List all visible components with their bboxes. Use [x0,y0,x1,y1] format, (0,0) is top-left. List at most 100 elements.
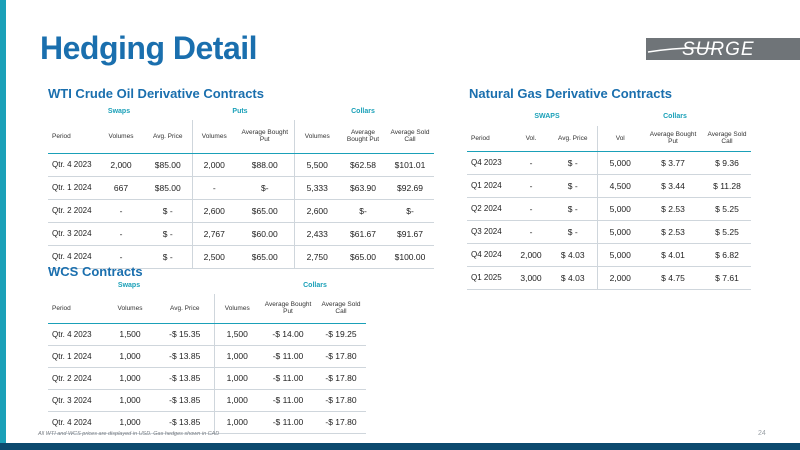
ng-table-cell: $ 4.03 [549,243,597,267]
ng-header-collar-avg-bought-put: Average Bought Put [643,126,703,152]
wti-table-cell: 5,500 [293,153,340,177]
accent-side-bar [0,0,6,450]
wti-table-cell: $63.90 [340,176,386,200]
wti-header-collar-avg-sold-call: Average Sold Call [386,120,434,154]
wti-table-cell: Qtr. 1 2024 [48,176,98,200]
wcs-table-row: Qtr. 2 2024 1,000 -$ 13.85 1,000 -$ 11.00 -$ … [48,367,366,390]
page-number: 24 [758,430,766,437]
wti-header-period: Period [48,120,98,154]
wcs-table-cell: Qtr. 1 2024 [48,345,104,368]
ng-swaps-group-label: SWAPS [534,113,560,120]
wcs-header-swap-volumes: Volumes [104,294,156,324]
ng-table-cell: $ - [549,174,597,198]
ng-table-cell: $ - [549,197,597,221]
wcs-table-cell: 1,000 [213,389,260,412]
wti-table-cell: $88.00 [236,153,294,177]
logo-swoosh-icon [647,47,717,53]
wti-header-put-volumes: Volumes [191,120,236,154]
ng-table-row: Q4 2023- $ -5,000 $ 3.77 $ 9.36 [467,151,751,175]
ng-header-collar-vol: Vol [596,126,643,152]
wcs-table-cell: -$ 13.85 [156,411,214,434]
ng-table-cell: 5,000 [596,220,643,244]
wcs-table-cell: 1,000 [104,367,156,390]
wcs-table-cell: -$ 13.85 [156,389,214,412]
ng-table-cell: $ 3.77 [643,151,703,175]
wcs-table-cell: 1,000 [104,345,156,368]
wcs-header-period: Period [48,294,104,324]
wti-table-cell: $100.00 [386,245,434,269]
ng-table-cell: Q2 2024 [467,197,513,221]
wti-table-cell: $ - [144,222,192,246]
wti-header-swap-volumes: Volumes [98,120,144,154]
wti-table-cell: $61.67 [340,222,386,246]
wti-table-cell: - [191,176,236,200]
ng-table-cell: Q4 2023 [467,151,513,175]
wti-table-cell: $- [236,176,294,200]
wti-table: Period Volumes Avg. Price Volumes Averag… [48,120,434,269]
wcs-table-cell: 1,000 [104,389,156,412]
wti-table-cell: 2,600 [191,199,236,223]
wti-table-cell: 2,750 [293,245,340,269]
ng-header-swap-avg-price: Avg. Price [549,126,597,152]
wcs-table-cell: 1,500 [104,323,156,346]
wcs-table-cell: -$ 14.00 [260,323,316,346]
wti-table-cell: - [98,245,144,269]
wcs-table-cell: -$ 19.25 [316,323,366,346]
wcs-swaps-group-label: Swaps [117,282,141,289]
footnote: All WTI and WCS prices are displayed in … [38,431,220,437]
wti-collars-group-label: Collars [351,108,375,115]
wcs-header-collar-volumes: Volumes [213,294,260,324]
ng-collars-group-label: Collars [663,113,687,120]
wcs-table-cell: 1,000 [213,345,260,368]
wti-table-row: Qtr. 2 2024- $ -2,600 $65.00 2,600 $- $- [48,199,434,223]
wti-header-row: Period Volumes Avg. Price Volumes Averag… [48,120,434,154]
ng-table-cell: 2,000 [596,266,643,290]
wti-table-cell: $65.00 [236,199,294,223]
ng-table: Period Vol. Avg. Price Vol Average Bough… [467,126,751,290]
wcs-table-row: Qtr. 4 2023 1,500 -$ 15.35 1,500 -$ 14.00 -$ … [48,323,366,346]
wcs-table-cell: -$ 11.00 [260,411,316,434]
ng-table-cell: 4,500 [596,174,643,198]
ng-table-cell: $ 11.28 [703,174,751,198]
ng-header-swap-vol: Vol. [513,126,549,152]
wti-table-cell: $85.00 [144,153,192,177]
ng-table-row: Q2 2024- $ -5,000 $ 2.53 $ 5.25 [467,197,751,221]
wti-table-cell: 2,767 [191,222,236,246]
ng-table-cell: $ 5.25 [703,220,751,244]
wti-table-row: Qtr. 1 2024 667 $85.00- $- 5,333 $63.90 $92.69 [48,176,434,200]
ng-table-cell: $ 9.36 [703,151,751,175]
wti-table-cell: $65.00 [236,245,294,269]
ng-table-cell: $ 6.82 [703,243,751,267]
wcs-table-cell: Qtr. 3 2024 [48,389,104,412]
wcs-table: Period Volumes Avg. Price Volumes Averag… [48,294,366,434]
wcs-table-cell: -$ 17.80 [316,389,366,412]
wcs-collars-group-label: Collars [303,282,327,289]
wti-table-cell: 2,500 [191,245,236,269]
wti-table-cell: - [98,199,144,223]
page-title: Hedging Detail [40,30,258,66]
wcs-header-swap-avg-price: Avg. Price [156,294,214,324]
ng-table-cell: - [513,151,549,175]
wti-table-cell: 2,600 [293,199,340,223]
wti-table-cell: Qtr. 3 2024 [48,222,98,246]
wcs-table-cell: 1,000 [213,367,260,390]
wti-table-cell: 2,433 [293,222,340,246]
surge-logo: SURGE [646,38,800,60]
ng-table-cell: 5,000 [596,197,643,221]
ng-table-cell: - [513,174,549,198]
wcs-header-collar-avg-sold-call: Average Sold Call [316,294,366,324]
wti-table-cell: $65.00 [340,245,386,269]
ng-table-cell: 5,000 [596,243,643,267]
wti-puts-group-label: Puts [232,108,248,115]
logo-text: SURGE [682,39,755,60]
wti-table-cell: $92.69 [386,176,434,200]
wti-table-cell: - [98,222,144,246]
wcs-table-cell: -$ 11.00 [260,345,316,368]
wcs-section-title: WCS Contracts [48,264,143,279]
wcs-table-cell: 1,000 [213,411,260,434]
ng-table-cell: $ 4.03 [549,266,597,290]
wcs-header-row: Period Volumes Avg. Price Volumes Averag… [48,294,366,324]
ng-table-cell: $ 2.53 [643,197,703,221]
wti-table-cell: 2,000 [98,153,144,177]
ng-table-row: Q1 2025 3,000 $ 4.03 2,000 $ 4.75 $ 7.61 [467,266,751,290]
